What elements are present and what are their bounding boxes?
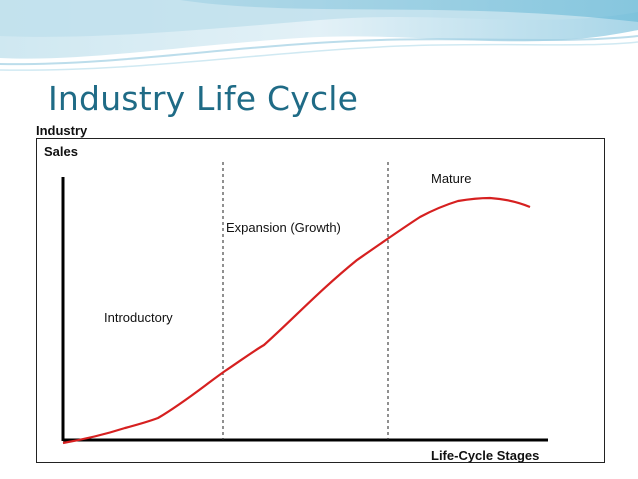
stage-label-introductory: Introductory bbox=[104, 310, 173, 325]
stage-label-expansion: Expansion (Growth) bbox=[226, 220, 341, 235]
y-axis-label-cont: Sales bbox=[44, 145, 78, 158]
slide-title: Industry Life Cycle bbox=[48, 79, 359, 118]
y-axis-label: Industry bbox=[36, 124, 87, 137]
life-cycle-curve bbox=[62, 196, 531, 445]
x-axis-label: Life-Cycle Stages bbox=[431, 448, 540, 463]
decorative-wave-banner bbox=[0, 0, 638, 71]
y-axis-label-line2: Sales bbox=[44, 144, 78, 159]
stage-label-mature: Mature bbox=[431, 171, 472, 186]
diagram-frame bbox=[36, 138, 605, 463]
y-axis-label-line1: Industry bbox=[36, 123, 88, 138]
